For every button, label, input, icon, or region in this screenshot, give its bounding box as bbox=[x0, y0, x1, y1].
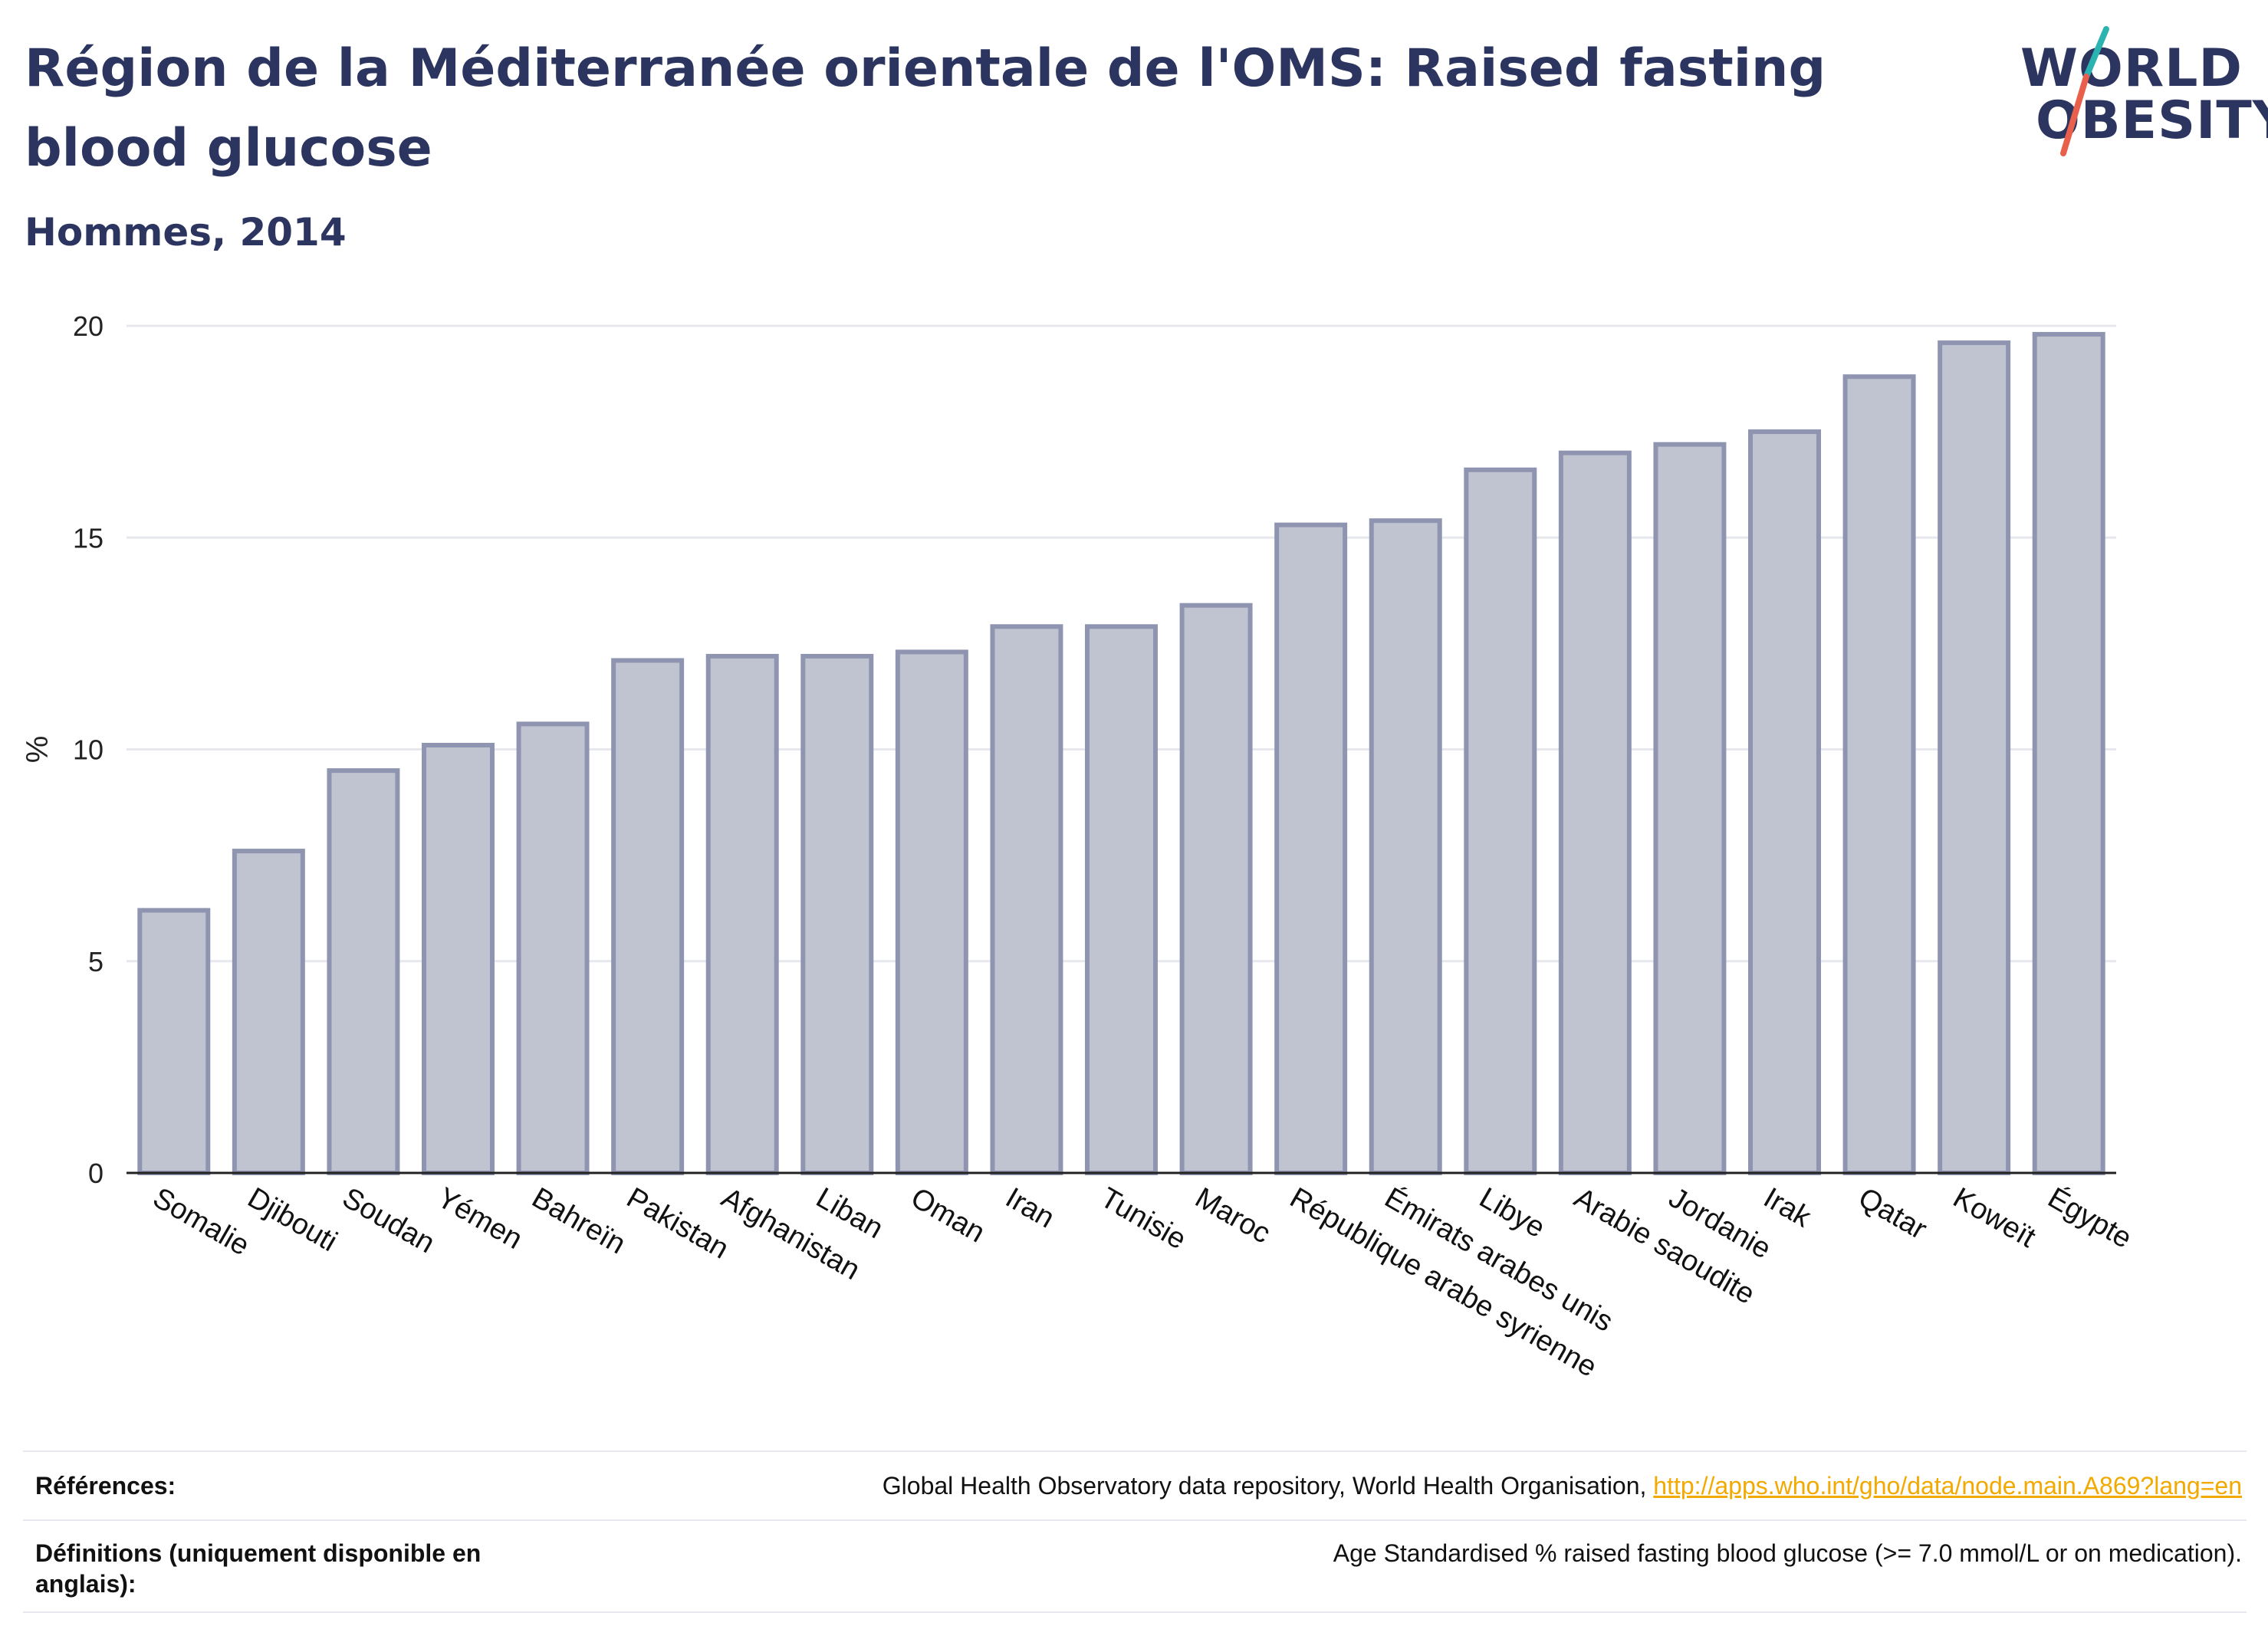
world-obesity-logo: WORLD OBESITY bbox=[2013, 23, 2268, 161]
x-tick-label: Pakistan bbox=[621, 1181, 734, 1265]
references-text: Global Health Observatory data repositor… bbox=[882, 1472, 1654, 1500]
x-tick-label: Maroc bbox=[1190, 1181, 1276, 1250]
bar bbox=[232, 849, 305, 1175]
logo-line-1: WORLD bbox=[2020, 38, 2243, 99]
x-tick-label: Oman bbox=[906, 1181, 991, 1249]
logo-slash-icon bbox=[2060, 26, 2109, 156]
chart-title: Région de la Méditerranée orientale de l… bbox=[25, 38, 1826, 179]
bar bbox=[1179, 603, 1253, 1175]
x-tick-label: Soudan bbox=[337, 1181, 439, 1260]
bar bbox=[1558, 450, 1632, 1175]
bar-chart: 0 5 10 15 20% SomalieDjiboutiSoudanYémenBahre… bbox=[21, 310, 2138, 1384]
x-tick-label: Iran bbox=[1000, 1181, 1060, 1234]
y-tick-label: 10 bbox=[73, 734, 104, 766]
x-tick-label: Koweït bbox=[1948, 1181, 2041, 1254]
x-tick-label: Tunisie bbox=[1095, 1181, 1192, 1256]
y-tick-label: 5 bbox=[88, 946, 104, 977]
x-tick-label: Qatar bbox=[1853, 1181, 1933, 1246]
footer-table: Références: Global Health Observatory da… bbox=[23, 1450, 2247, 1613]
bar bbox=[990, 624, 1063, 1175]
bar bbox=[1085, 624, 1158, 1175]
bar bbox=[1464, 467, 1537, 1176]
bar bbox=[1842, 374, 1916, 1175]
x-tick-label: Somalie bbox=[147, 1181, 255, 1262]
x-tick-label: Yémen bbox=[432, 1181, 528, 1256]
y-tick-label: 15 bbox=[73, 522, 104, 553]
bar bbox=[327, 768, 400, 1175]
y-axis-title: % bbox=[21, 736, 54, 764]
bar bbox=[800, 653, 874, 1175]
bar bbox=[1653, 442, 1727, 1175]
bar bbox=[2032, 332, 2105, 1175]
x-tick-label: Bahreïn bbox=[527, 1181, 631, 1260]
bar bbox=[1748, 429, 1821, 1175]
bar bbox=[895, 649, 968, 1175]
definitions-row: Définitions (uniquement disponible en an… bbox=[23, 1519, 2247, 1613]
x-tick-label: Irak bbox=[1758, 1181, 1817, 1234]
definitions-value: Age Standardised % raised fasting blood … bbox=[1333, 1539, 2242, 1567]
bar bbox=[1274, 522, 1348, 1175]
x-tick-label: Djibouti bbox=[242, 1181, 343, 1258]
bar bbox=[1369, 518, 1442, 1175]
references-value: Global Health Observatory data repositor… bbox=[883, 1470, 2247, 1501]
bar bbox=[1938, 340, 2011, 1176]
x-tick-label: Égypte bbox=[2043, 1181, 2138, 1255]
references-link[interactable]: http://apps.who.int/gho/data/node.main.A… bbox=[1653, 1472, 2242, 1500]
definitions-label: Définitions (uniquement disponible en an… bbox=[35, 1539, 482, 1598]
bar bbox=[137, 908, 211, 1175]
bar bbox=[422, 742, 495, 1175]
bar bbox=[705, 653, 779, 1175]
references-label: Références: bbox=[35, 1472, 176, 1500]
y-tick-label: 20 bbox=[73, 310, 104, 342]
y-tick-label: 0 bbox=[88, 1158, 104, 1189]
references-row: Références: Global Health Observatory da… bbox=[23, 1450, 2247, 1519]
bar bbox=[611, 658, 685, 1176]
bar bbox=[516, 721, 590, 1175]
chart-subtitle: Hommes, 2014 bbox=[25, 210, 347, 255]
